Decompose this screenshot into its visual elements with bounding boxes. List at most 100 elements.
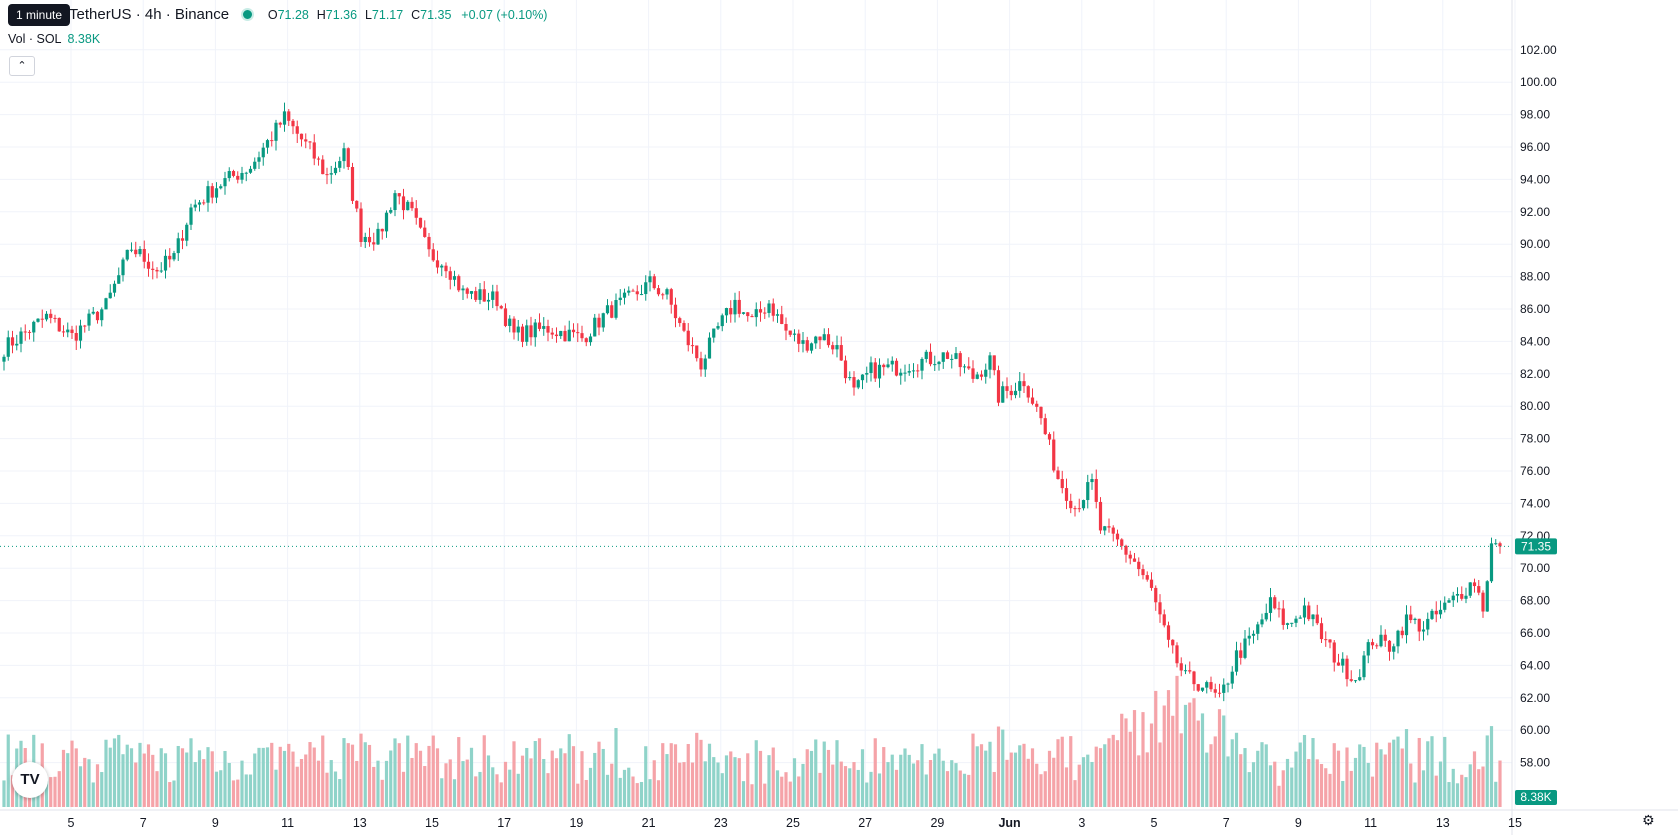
candle-body bbox=[418, 217, 423, 228]
volume-bar bbox=[406, 735, 410, 807]
price-tick-label: 74.00 bbox=[1520, 496, 1550, 510]
volume-bar bbox=[49, 777, 53, 807]
volume-bar bbox=[197, 750, 202, 807]
volume-bar bbox=[1043, 771, 1047, 807]
candle-body bbox=[108, 292, 112, 299]
candle-body bbox=[584, 338, 588, 343]
candle-body bbox=[159, 270, 163, 272]
volume-bar bbox=[117, 734, 121, 807]
volume-bar bbox=[588, 767, 593, 807]
candle-body bbox=[427, 236, 431, 250]
candle-body bbox=[644, 282, 648, 295]
volume-bar bbox=[1213, 736, 1217, 807]
volume-bar bbox=[831, 764, 835, 807]
volume-bar bbox=[780, 776, 784, 807]
settings-gear-icon[interactable]: ⚙ bbox=[1642, 812, 1655, 828]
volume-bar bbox=[869, 771, 873, 807]
volume-bar bbox=[678, 762, 682, 807]
candle-body bbox=[1417, 618, 1421, 632]
volume-bar bbox=[1175, 675, 1179, 807]
candle-body bbox=[780, 314, 784, 325]
volume-bar bbox=[856, 769, 860, 807]
candle-body bbox=[567, 329, 571, 342]
volume-legend: Vol · SOL 8.38K bbox=[8, 32, 100, 46]
candle-body bbox=[1047, 434, 1052, 440]
candle-body bbox=[512, 318, 516, 333]
tradingview-logo-icon[interactable]: TV bbox=[12, 762, 48, 798]
volume-bar bbox=[410, 757, 414, 807]
price-tick-label: 88.00 bbox=[1520, 270, 1550, 284]
candle-body bbox=[1315, 614, 1319, 624]
volume-bar bbox=[733, 757, 737, 807]
candle-body bbox=[1260, 619, 1264, 625]
volume-bar bbox=[584, 779, 588, 807]
candle-body bbox=[1090, 479, 1094, 483]
volume-bar bbox=[716, 762, 720, 807]
time-tick-label: 19 bbox=[569, 816, 583, 830]
volume-bar bbox=[1243, 748, 1247, 807]
volume-bar bbox=[750, 784, 754, 807]
candle-body bbox=[1277, 608, 1281, 610]
volume-bar bbox=[1103, 744, 1107, 807]
volume-bar bbox=[512, 741, 516, 807]
candle-body bbox=[805, 340, 809, 351]
price-tick-label: 68.00 bbox=[1520, 594, 1550, 608]
candle-body bbox=[1166, 625, 1171, 640]
volume-bar bbox=[610, 763, 614, 807]
volume-bar bbox=[792, 758, 797, 807]
volume-bar bbox=[1290, 767, 1294, 807]
volume-bar bbox=[384, 760, 389, 807]
candle-body bbox=[261, 147, 265, 158]
candle-body bbox=[253, 161, 257, 169]
volume-bar bbox=[639, 781, 644, 807]
change-value: +0.07 (+0.10%) bbox=[461, 8, 548, 22]
volume-bar bbox=[70, 740, 74, 807]
candle-body bbox=[627, 290, 631, 293]
volume-bar bbox=[1128, 731, 1132, 807]
candle-body bbox=[988, 355, 992, 370]
candle-body bbox=[1086, 482, 1090, 501]
volume-bar bbox=[355, 760, 359, 807]
volume-bar bbox=[1298, 742, 1302, 807]
price-tick-label: 96.00 bbox=[1520, 140, 1550, 154]
volume-bar bbox=[661, 743, 665, 807]
candle-body bbox=[852, 377, 856, 388]
volume-value: 8.38K bbox=[67, 32, 101, 46]
candle-body bbox=[1298, 617, 1302, 619]
candle-body bbox=[27, 331, 32, 333]
symbol-label[interactable]: TetherUS · 4h · Binance bbox=[69, 6, 230, 23]
candle-body bbox=[550, 332, 554, 335]
market-status-icon[interactable] bbox=[240, 7, 254, 21]
candle-body bbox=[206, 186, 210, 203]
candle-body bbox=[499, 306, 503, 309]
candle-body bbox=[6, 337, 10, 357]
candle-body bbox=[656, 288, 661, 295]
volume-bar bbox=[1447, 782, 1451, 807]
candle-body bbox=[168, 255, 172, 260]
volume-bar bbox=[1413, 782, 1417, 807]
volume-bar bbox=[882, 747, 886, 807]
volume-bar bbox=[83, 757, 87, 807]
candle-body bbox=[1460, 594, 1464, 599]
volume-bar bbox=[839, 761, 843, 807]
candle-body bbox=[1035, 403, 1039, 407]
candle-body bbox=[720, 315, 724, 327]
collapse-legend-button[interactable]: ⌃ bbox=[9, 56, 35, 76]
price-tick-label: 100.00 bbox=[1520, 75, 1557, 89]
time-tick-label: 13 bbox=[1436, 816, 1450, 830]
volume-bar bbox=[525, 747, 529, 807]
candle-body bbox=[1345, 658, 1349, 680]
volume-bar bbox=[308, 742, 312, 807]
volume-bar bbox=[176, 745, 180, 807]
volume-bar bbox=[1396, 736, 1400, 807]
candle-body bbox=[831, 345, 835, 350]
candle-body bbox=[444, 265, 448, 272]
volume-badge-label: 8.38K bbox=[1520, 790, 1551, 804]
volume-bar bbox=[304, 754, 308, 807]
volume-bar bbox=[1009, 752, 1013, 807]
volume-bar bbox=[1345, 747, 1349, 807]
volume-bar bbox=[835, 740, 839, 807]
candle-body bbox=[346, 148, 350, 168]
